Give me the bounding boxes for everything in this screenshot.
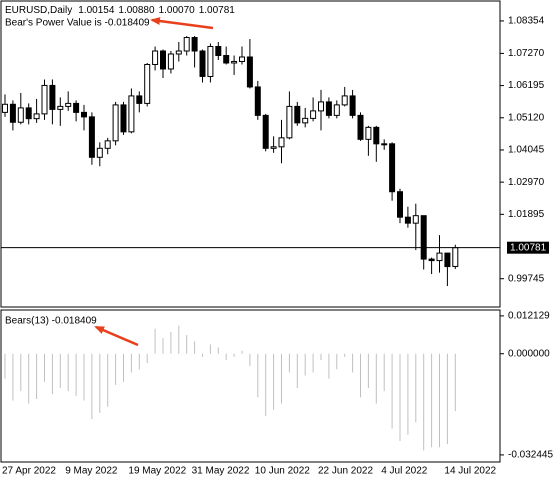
x-tick-label: 4 Jul 2022 bbox=[381, 466, 428, 477]
candle-body bbox=[9, 103, 16, 123]
x-tick-label: 31 May 2022 bbox=[192, 466, 250, 477]
candle-body bbox=[246, 56, 253, 88]
candle-body bbox=[239, 56, 245, 62]
y-tick-label: 1.08354 bbox=[508, 16, 545, 27]
candle-body bbox=[420, 215, 427, 260]
candle-body bbox=[278, 137, 285, 148]
candle-body bbox=[2, 103, 8, 113]
candle-body bbox=[199, 50, 206, 77]
candle-body bbox=[349, 95, 356, 116]
candle-body bbox=[428, 258, 435, 262]
candle-body bbox=[412, 215, 419, 224]
candle-body bbox=[452, 247, 459, 267]
candle-body bbox=[183, 37, 190, 52]
candle-body bbox=[294, 105, 301, 124]
symbol: EURUSD,Daily bbox=[5, 5, 72, 16]
candle-body bbox=[444, 252, 451, 268]
candle-body bbox=[136, 95, 143, 104]
candle-body bbox=[231, 60, 238, 64]
candle-body bbox=[436, 252, 443, 262]
candle-body bbox=[270, 146, 277, 149]
candle-body bbox=[17, 107, 24, 123]
main-panel-frame bbox=[0, 0, 501, 308]
candle-body bbox=[25, 107, 32, 120]
y-tick-label: 0.000000 bbox=[508, 348, 550, 359]
candle-body bbox=[404, 216, 411, 224]
x-tick-label: 9 May 2022 bbox=[65, 466, 118, 477]
x-tick-label: 19 May 2022 bbox=[128, 466, 186, 477]
y-tick-label: 1.05120 bbox=[508, 112, 545, 123]
candle-body bbox=[96, 147, 103, 158]
candle-body bbox=[33, 113, 40, 120]
candle-body bbox=[81, 111, 87, 118]
y-tick-label: 0.012129 bbox=[508, 311, 550, 322]
candle-body bbox=[128, 95, 135, 133]
price-tag bbox=[507, 241, 549, 254]
candle-body bbox=[286, 105, 293, 139]
candle-body bbox=[262, 114, 269, 149]
plot: 1.08354 1.07270 1.06195 1.05120 1.04045 1.029… bbox=[1, 16, 553, 477]
candle-body bbox=[207, 46, 214, 77]
y-tick-label: -0.032445 bbox=[508, 450, 553, 461]
high-label: 1.00880 bbox=[118, 5, 155, 16]
candle-body bbox=[223, 54, 230, 64]
candle-body bbox=[112, 104, 119, 142]
candle-body bbox=[397, 191, 403, 218]
candle-body bbox=[191, 37, 198, 52]
candle-body bbox=[215, 46, 222, 56]
y-tick-label: 1.04045 bbox=[508, 145, 545, 156]
y-tick-label: 1.02970 bbox=[508, 177, 545, 188]
candle-body bbox=[49, 84, 56, 110]
close-label: 1.00781 bbox=[199, 5, 236, 16]
x-tick-label: 14 Jul 2022 bbox=[444, 466, 496, 477]
y-tick-label: 0.99745 bbox=[508, 273, 545, 284]
candle-body bbox=[144, 63, 151, 104]
candle-body bbox=[152, 50, 159, 65]
indicator-title: Bears(13) -0.018409 bbox=[5, 316, 97, 327]
candle-body bbox=[318, 101, 324, 112]
candle-body bbox=[120, 104, 127, 133]
candle-body bbox=[333, 104, 340, 116]
x-tick-label: 22 Jun 2022 bbox=[318, 466, 373, 477]
arrow bbox=[150, 17, 214, 30]
indicator-panel-frame bbox=[0, 309, 501, 463]
candle-body bbox=[389, 143, 396, 193]
candle-body bbox=[365, 126, 372, 140]
candle-body bbox=[381, 143, 388, 146]
candle-body bbox=[325, 101, 332, 116]
candle-body bbox=[73, 102, 80, 113]
candle-body bbox=[302, 117, 309, 124]
open-label: 1.00154 bbox=[78, 5, 115, 16]
candle-body bbox=[88, 116, 95, 158]
candle-body bbox=[41, 84, 48, 115]
candle-body bbox=[310, 110, 317, 119]
chart-header: EURUSD,Daily 1.00154 1.00880 1.00070 1.00781 bbox=[5, 5, 235, 16]
candle-body bbox=[357, 114, 364, 140]
candle-body bbox=[104, 140, 111, 149]
y-tick-label: 1.07270 bbox=[508, 48, 545, 59]
candle-body bbox=[175, 50, 182, 55]
arrow bbox=[94, 325, 139, 347]
candle-body bbox=[65, 102, 72, 107]
candle-body bbox=[373, 126, 380, 145]
candle-body bbox=[57, 105, 64, 110]
candle-body bbox=[254, 86, 261, 116]
x-tick-label: 10 Jun 2022 bbox=[255, 466, 310, 477]
candle-body bbox=[167, 53, 174, 70]
price-tag-label: 1.00781 bbox=[510, 242, 547, 253]
y-tick-label: 1.01895 bbox=[508, 209, 545, 220]
candle-body bbox=[160, 50, 166, 70]
low-label: 1.00070 bbox=[159, 5, 196, 16]
candle-body bbox=[341, 95, 348, 106]
y-tick-label: 1.06195 bbox=[508, 80, 545, 91]
annotation: Bear's Power Value is -0.018409 bbox=[5, 18, 150, 29]
x-tick-label: 27 Apr 2022 bbox=[2, 466, 56, 477]
